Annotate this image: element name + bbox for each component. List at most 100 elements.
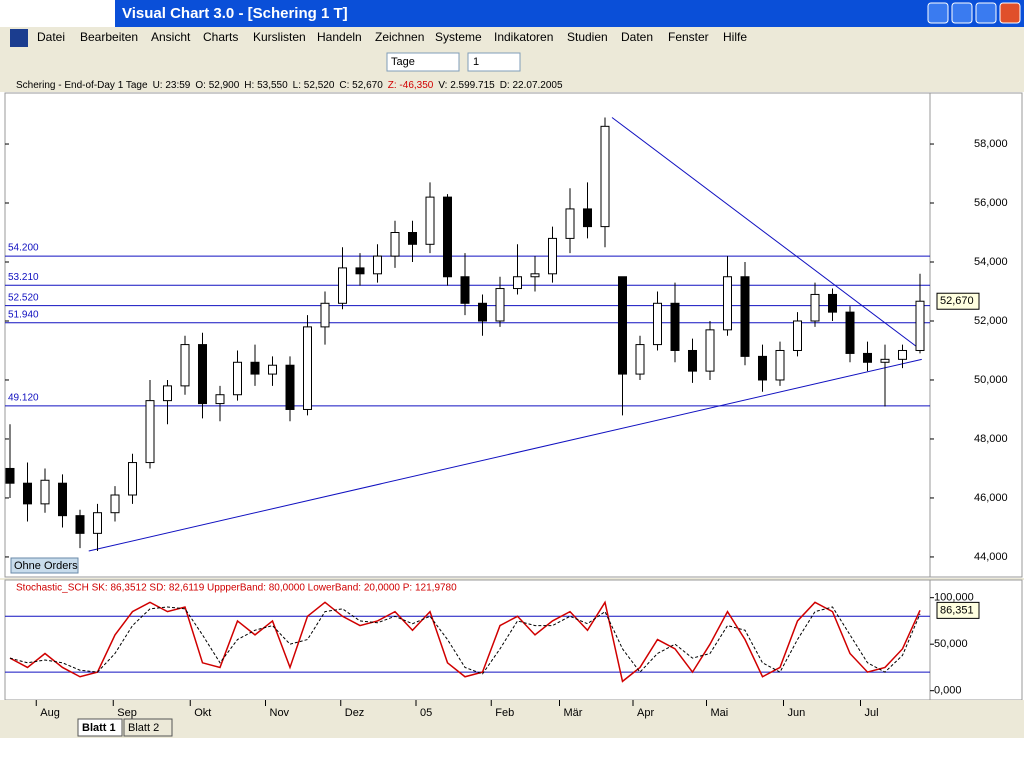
info-bar bbox=[0, 77, 1024, 92]
x-tick-label: Feb bbox=[495, 707, 514, 719]
sheet-tab-label: Blatt 1 bbox=[82, 722, 116, 734]
candle-body bbox=[653, 302, 662, 346]
candle-body bbox=[810, 293, 820, 322]
candle-body bbox=[163, 385, 172, 402]
last-price-tag bbox=[936, 292, 980, 310]
candle-body bbox=[880, 358, 890, 363]
candle-body bbox=[128, 462, 137, 496]
candle-body bbox=[635, 344, 645, 375]
candle-body bbox=[23, 482, 32, 505]
candle-body bbox=[723, 276, 732, 331]
level-label: 49.120 bbox=[8, 393, 39, 404]
candle-body bbox=[250, 361, 260, 375]
menu-item[interactable]: Handeln bbox=[317, 30, 362, 44]
x-tick-label: Jun bbox=[788, 707, 806, 719]
menu-item[interactable]: Daten bbox=[621, 30, 653, 44]
candle-body bbox=[198, 344, 207, 405]
app-icon bbox=[10, 29, 28, 47]
x-tick-label: Nov bbox=[270, 707, 290, 719]
candle-body bbox=[408, 232, 417, 245]
menu-item[interactable]: Bearbeiten bbox=[80, 30, 138, 44]
y-tick-label: 52,000 bbox=[974, 315, 1008, 327]
menu-item[interactable]: Kurslisten bbox=[253, 30, 306, 44]
candle-body bbox=[513, 276, 522, 290]
x-tick-label: Sep bbox=[117, 707, 137, 719]
period-value: Tage bbox=[391, 56, 415, 68]
candle-body bbox=[583, 208, 592, 228]
level-label: 54.200 bbox=[8, 243, 39, 254]
title-bar bbox=[0, 0, 1024, 27]
maximize-button[interactable] bbox=[975, 2, 997, 24]
candle-body bbox=[898, 349, 907, 360]
candle-body bbox=[460, 276, 470, 304]
candle-body bbox=[233, 361, 242, 396]
restore-button[interactable] bbox=[951, 2, 973, 24]
candle-body bbox=[705, 329, 715, 372]
y-tick-label: 46,000 bbox=[974, 492, 1008, 504]
candle-body bbox=[93, 512, 102, 534]
candle-body bbox=[758, 355, 767, 381]
sheet-tab[interactable] bbox=[123, 718, 173, 737]
last-price-label: 52,670 bbox=[940, 295, 974, 307]
menu-item[interactable]: Hilfe bbox=[723, 30, 747, 44]
menu-item[interactable]: Studien bbox=[567, 30, 608, 44]
menu-item[interactable]: Fenster bbox=[668, 30, 709, 44]
stoch-line bbox=[9, 600, 921, 683]
menu-item[interactable]: Indikatoren bbox=[494, 30, 553, 44]
sheet-tab[interactable] bbox=[77, 718, 123, 737]
candle-body bbox=[110, 494, 120, 514]
info-segment: H: 53,550 bbox=[244, 80, 288, 91]
close-button[interactable] bbox=[999, 2, 1021, 24]
desktop-strip bbox=[0, 738, 1024, 768]
candle-body bbox=[58, 482, 67, 517]
candle-body bbox=[793, 320, 802, 351]
last-value-tag bbox=[936, 601, 980, 619]
candle-body bbox=[688, 349, 697, 372]
level-label: 53.210 bbox=[8, 272, 39, 283]
period-combo[interactable] bbox=[386, 52, 460, 72]
menu-item[interactable]: Datei bbox=[37, 30, 65, 44]
title-cover bbox=[0, 0, 115, 27]
x-tick-label: Apr bbox=[637, 707, 654, 719]
sheet-tab-label: Blatt 2 bbox=[128, 722, 159, 734]
x-tick-label: 05 bbox=[420, 707, 432, 719]
x-tick-label: Mär bbox=[564, 707, 583, 719]
info-segment: O: 52,900 bbox=[195, 80, 239, 91]
candle-body bbox=[548, 237, 557, 275]
candle-body bbox=[670, 302, 680, 351]
candle-body bbox=[845, 311, 855, 354]
candle-body bbox=[390, 232, 400, 257]
candle-body bbox=[530, 273, 540, 278]
candle-body bbox=[75, 515, 85, 534]
candle-body bbox=[303, 326, 312, 410]
menu-item[interactable]: Systeme bbox=[435, 30, 482, 44]
last-value-label: 86,351 bbox=[940, 604, 974, 616]
trend-line bbox=[611, 117, 923, 351]
y-tick-label: 58,000 bbox=[974, 138, 1008, 150]
candle-body bbox=[145, 400, 155, 464]
menu-item[interactable]: Charts bbox=[203, 30, 238, 44]
y-tick-label: 0,000 bbox=[934, 685, 962, 697]
stoch-info: Stochastic_SCH SK: 86,3512 SD: 82,6119 U… bbox=[16, 583, 457, 594]
info-text: Schering - End-of-Day 1 Tage U: 23:59 O: 5… bbox=[16, 80, 563, 91]
candle-body bbox=[600, 125, 610, 228]
count-combo[interactable] bbox=[467, 52, 521, 72]
candle-body bbox=[425, 196, 435, 245]
info-segment: U: 23:59 bbox=[153, 80, 191, 91]
minimize-button[interactable] bbox=[927, 2, 949, 24]
menu-item[interactable]: Zeichnen bbox=[375, 30, 424, 44]
candle-body bbox=[338, 267, 347, 304]
candle-body bbox=[268, 364, 277, 375]
orders-button[interactable] bbox=[10, 557, 79, 574]
info-segment: C: 52,670 bbox=[339, 80, 383, 91]
candle-body bbox=[478, 302, 487, 322]
splitter bbox=[0, 578, 1024, 580]
candle-body bbox=[740, 276, 750, 357]
y-tick-label: 56,000 bbox=[974, 197, 1008, 209]
candle-body bbox=[915, 300, 925, 351]
trend-line bbox=[88, 358, 922, 552]
y-tick-label: 100,000 bbox=[934, 592, 974, 604]
menu-item[interactable]: Ansicht bbox=[151, 30, 191, 44]
y-tick-label: 54,000 bbox=[974, 256, 1008, 268]
stoch-axis bbox=[929, 579, 1023, 701]
